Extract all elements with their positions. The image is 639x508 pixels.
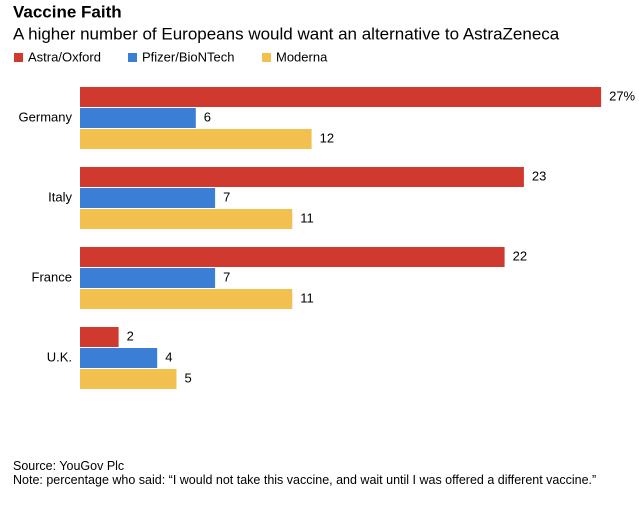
- bar: [80, 289, 293, 309]
- bar: [80, 268, 216, 288]
- bar: [80, 247, 505, 267]
- bar: [80, 327, 119, 347]
- value-label: 11: [300, 290, 314, 305]
- bar: [80, 167, 524, 187]
- legend-swatch: [128, 53, 137, 62]
- source: Source: YouGov Plc: [13, 459, 125, 473]
- bar: [80, 87, 602, 107]
- legend-swatch: [262, 53, 271, 62]
- bar: [80, 209, 293, 229]
- bar: [80, 108, 196, 128]
- bar: [80, 129, 312, 149]
- value-label: 12: [320, 130, 334, 145]
- legend-label: Pfizer/BioNTech: [142, 49, 234, 64]
- value-label: 2: [127, 328, 134, 343]
- category-label: Italy: [48, 189, 72, 204]
- value-label: 27%: [609, 88, 635, 103]
- value-label: 7: [223, 269, 230, 284]
- value-label: 22: [513, 248, 527, 263]
- chart: Vaccine Faith A higher number of Europea…: [13, 2, 636, 389]
- value-label: 5: [185, 370, 192, 385]
- category-label: U.K.: [47, 349, 72, 364]
- category-label: France: [32, 269, 72, 284]
- legend-swatch: [14, 53, 23, 62]
- category-label: Germany: [19, 109, 73, 124]
- legend-label: Astra/Oxford: [28, 49, 101, 64]
- bar: [80, 348, 158, 368]
- value-label: 11: [300, 210, 314, 225]
- bar: [80, 369, 177, 389]
- chart-title: Vaccine Faith: [13, 2, 122, 21]
- value-label: 7: [223, 189, 230, 204]
- bar: [80, 188, 216, 208]
- legend-label: Moderna: [276, 49, 328, 64]
- value-label: 6: [204, 109, 211, 124]
- chart-subtitle: A higher number of Europeans would want …: [13, 24, 560, 43]
- value-label: 23: [532, 168, 546, 183]
- note: Note: percentage who said: “I would not …: [13, 473, 597, 487]
- value-label: 4: [165, 349, 172, 364]
